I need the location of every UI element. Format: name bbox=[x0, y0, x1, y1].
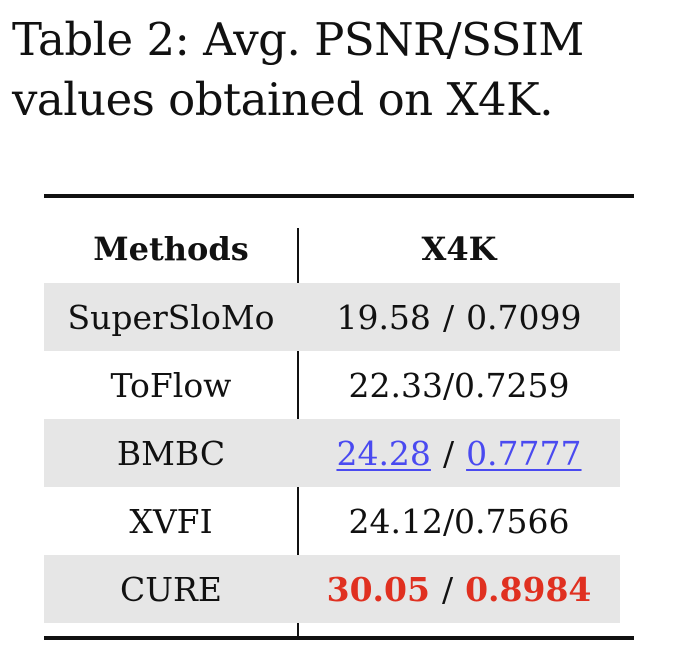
table-row-bmbc: BMBC 24.28 / 0.7777 bbox=[44, 419, 634, 487]
method-name: BMBC bbox=[116, 433, 226, 473]
table-top-rule bbox=[44, 194, 634, 198]
metric-value: 22.33/0.7259 bbox=[348, 365, 570, 405]
method-name: XVFI bbox=[129, 501, 213, 541]
value-separator: / bbox=[442, 433, 455, 473]
method-name: ToFlow bbox=[110, 365, 232, 405]
metric-value: 19.58 / 0.7099 bbox=[298, 283, 620, 351]
value-separator: / bbox=[441, 569, 454, 609]
ssim-value: 0.7099 bbox=[466, 297, 582, 337]
table-caption: Table 2: Avg. PSNR/SSIM values obtained … bbox=[12, 10, 680, 130]
psnr-value: 19.58 bbox=[336, 297, 431, 337]
psnr-value-best: 30.05 bbox=[326, 569, 430, 609]
value-separator: / bbox=[442, 297, 455, 337]
caption-line-2: values obtained on X4K. bbox=[12, 73, 554, 126]
table-row-supersloмо: SuperSloMo 19.58 / 0.7099 bbox=[44, 283, 634, 351]
metric-value: 24.12/0.7566 bbox=[348, 501, 570, 541]
metric-value: 24.28 / 0.7777 bbox=[298, 419, 620, 487]
table-row-toflow: ToFlow 22.33/0.7259 bbox=[44, 351, 634, 419]
header-x4k: X4K bbox=[421, 230, 497, 268]
caption-line-1: Table 2: Avg. PSNR/SSIM bbox=[12, 13, 584, 66]
psnr-value-second-best: 24.28 bbox=[336, 433, 431, 473]
table-row-xvfi: XVFI 24.12/0.7566 bbox=[44, 487, 634, 555]
table-header-row: Methods X4K bbox=[44, 215, 634, 283]
header-methods: Methods bbox=[93, 230, 249, 268]
ssim-value-second-best: 0.7777 bbox=[466, 433, 582, 473]
ssim-value-best: 0.8984 bbox=[465, 569, 592, 609]
table-bottom-rule bbox=[44, 636, 634, 640]
metric-value: 30.05 / 0.8984 bbox=[298, 555, 620, 623]
method-name: CURE bbox=[120, 569, 222, 609]
table-row-cure: CURE 30.05 / 0.8984 bbox=[44, 555, 634, 623]
method-name: SuperSloMo bbox=[67, 297, 275, 337]
results-table: Methods X4K SuperSloMo 19.58 / 0.7099 To… bbox=[44, 215, 634, 623]
